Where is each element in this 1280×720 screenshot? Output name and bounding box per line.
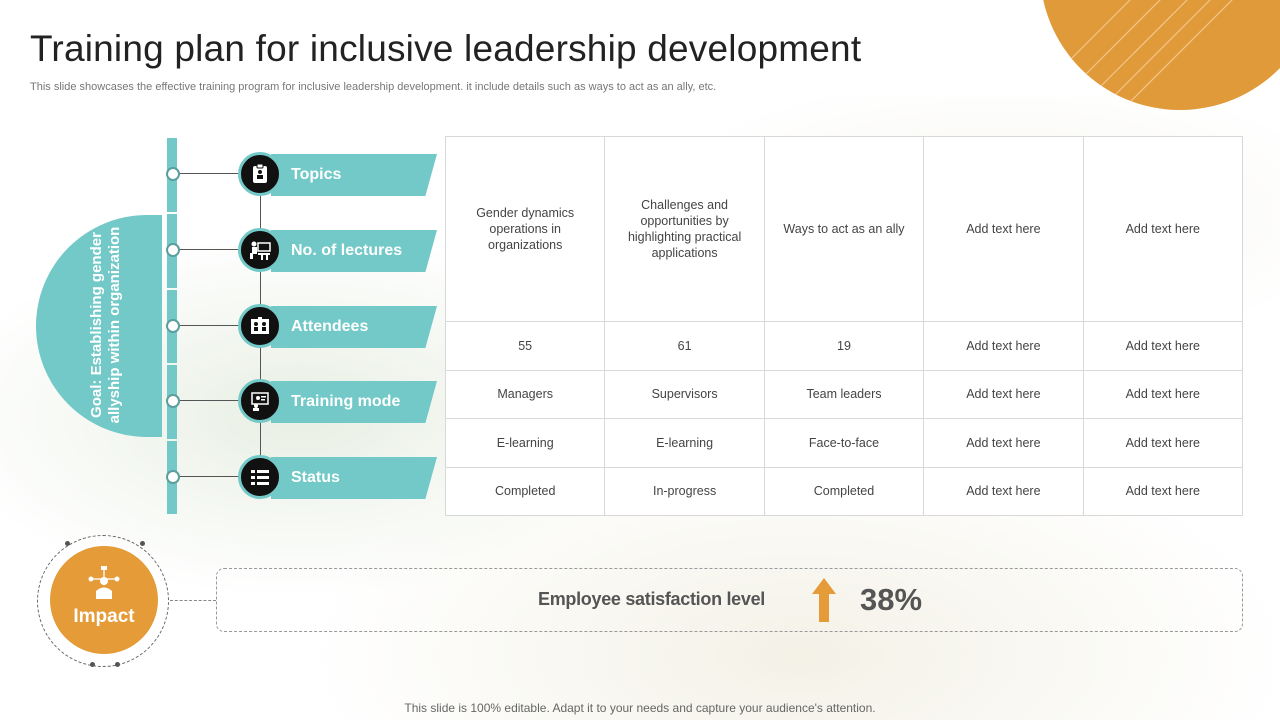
timeline-dot xyxy=(166,394,180,408)
timeline-dot xyxy=(166,319,180,333)
timeline-dot xyxy=(166,243,180,257)
page-subtitle: This slide showcases the effective train… xyxy=(30,81,717,93)
row-label-text: Training mode xyxy=(291,393,401,410)
network-person-icon xyxy=(86,565,122,606)
table-cell: Managers xyxy=(444,369,606,420)
table-row: Gender dynamics operations in organizati… xyxy=(444,135,1244,323)
row-label-text: No. of lectures xyxy=(291,242,403,259)
table-cell: E-learning xyxy=(604,418,765,468)
table-cell: Add text here xyxy=(1082,418,1244,468)
impact-connector xyxy=(170,600,216,601)
row-label-text: Status xyxy=(291,469,340,486)
table-cell: Completed xyxy=(763,466,925,517)
impact-metric-label: Employee satisfaction level xyxy=(538,589,765,609)
table-cell: Team leaders xyxy=(763,369,925,420)
page-footer: This slide is 100% editable. Adapt it to… xyxy=(404,701,876,715)
table-cell: Add text here xyxy=(1082,369,1244,420)
impact-badge xyxy=(50,546,158,654)
row-label-text: Attendees xyxy=(291,318,369,335)
table-row: 55 61 19 Add text here Add text here xyxy=(444,321,1244,371)
timeline-dot xyxy=(166,167,180,181)
presentation-person-icon xyxy=(238,379,282,423)
table-cell: In-progress xyxy=(604,466,765,517)
table-cell: Gender dynamics operations in organizati… xyxy=(444,135,606,323)
impact-label: Impact xyxy=(73,606,135,627)
page-title: Training plan for inclusive leadership d… xyxy=(30,28,862,69)
clipboard-icon xyxy=(238,152,282,196)
timeline-dot xyxy=(166,470,180,484)
corner-decoration xyxy=(1040,0,1280,110)
table-cell: 55 xyxy=(444,321,606,371)
table-cell: Add text here xyxy=(923,466,1084,517)
impact-result-box xyxy=(216,568,1243,632)
table-cell: Ways to act as an ally xyxy=(763,135,925,323)
table-cell: Supervisors xyxy=(604,369,765,420)
table-cell: Add text here xyxy=(1082,466,1244,517)
team-board-icon xyxy=(238,304,282,348)
table-cell: Add text here xyxy=(923,321,1084,371)
table-cell: 19 xyxy=(763,321,925,371)
table-row: E-learning E-learning Face-to-face Add t… xyxy=(444,418,1244,468)
table-cell: Add text here xyxy=(923,418,1084,468)
impact-ring xyxy=(37,535,169,667)
table-cell: Add text here xyxy=(923,369,1084,420)
table-cell: 61 xyxy=(604,321,765,371)
table-cell: Challenges and opportunities by highligh… xyxy=(604,135,765,323)
table-row: Managers Supervisors Team leaders Add te… xyxy=(444,369,1244,420)
training-plan-table: Gender dynamics operations in organizati… xyxy=(444,135,1244,517)
lecture-desk-icon xyxy=(238,228,282,272)
checklist-icon xyxy=(238,455,282,499)
table-cell: Add text here xyxy=(1082,321,1244,371)
table-cell: Completed xyxy=(444,466,606,517)
goal-text: Goal: Establishing gender allyship withi… xyxy=(88,226,123,424)
table-cell: Add text here xyxy=(1082,135,1244,323)
table-cell: Add text here xyxy=(923,135,1084,323)
table-cell: Face-to-face xyxy=(763,418,925,468)
table-cell: E-learning xyxy=(444,418,606,468)
arrow-up-icon xyxy=(812,578,836,627)
row-label-text: Topics xyxy=(291,166,342,183)
table-row: Completed In-progress Completed Add text… xyxy=(444,466,1244,517)
impact-value: 38% xyxy=(860,582,923,617)
